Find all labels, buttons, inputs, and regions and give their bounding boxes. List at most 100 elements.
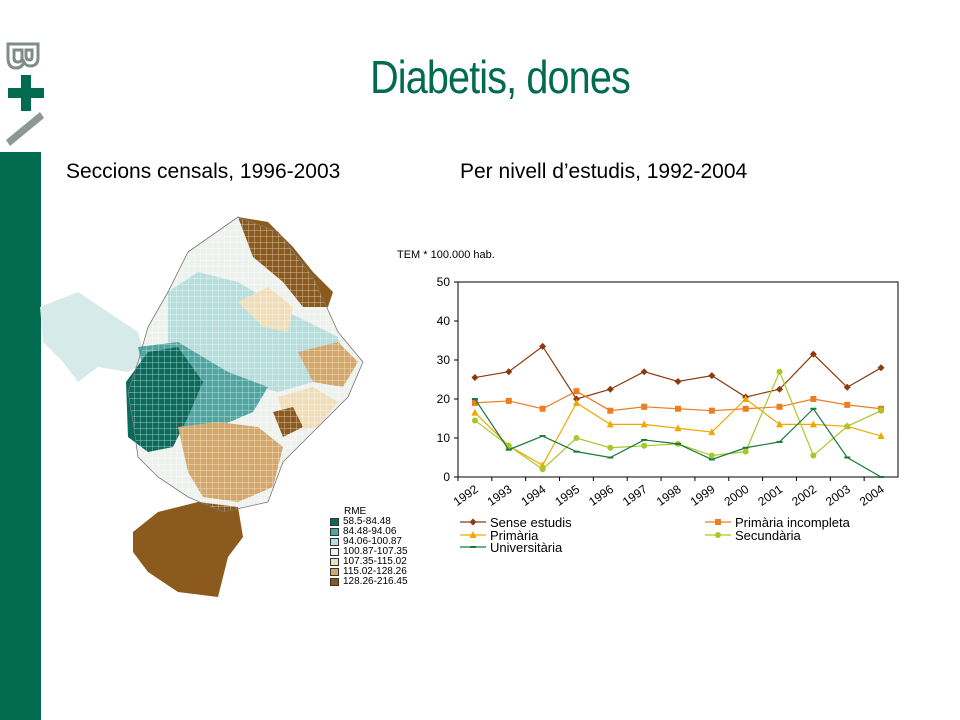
plot-frame	[457, 281, 899, 478]
y-tick-label: 40	[437, 314, 451, 328]
map-area-west	[40, 292, 146, 382]
x-tick-label: 1998	[654, 482, 684, 509]
map-legend-label: 58.5-84.48	[343, 516, 391, 527]
x-tick-label: 2001	[755, 482, 785, 509]
map-legend-item: 115.02-128.26	[330, 567, 408, 577]
data-point	[776, 440, 783, 443]
data-point	[675, 405, 681, 412]
brand-side-bar	[0, 152, 41, 720]
map-legend-swatch	[330, 518, 339, 526]
data-point	[810, 452, 817, 459]
data-point	[878, 476, 885, 478]
x-tick-label: 1996	[586, 482, 616, 509]
y-axis-label: TEM * 100.000 hab.	[397, 249, 495, 261]
map-legend-label: 84.48-94.06	[343, 526, 397, 537]
data-point	[471, 398, 478, 400]
legend-entry: Primària	[460, 528, 539, 543]
brand-logo-icon	[6, 42, 44, 146]
data-point	[471, 399, 478, 406]
data-point	[573, 450, 580, 453]
x-tick-label: 1994	[518, 482, 548, 509]
legend-label: Secundària	[735, 528, 802, 543]
map-legend-swatch	[330, 568, 339, 576]
data-point	[471, 408, 479, 416]
series-1	[471, 388, 885, 414]
x-tick-label: 2000	[722, 482, 752, 509]
map-legend-item: 84.48-94.06	[330, 527, 408, 537]
series-0	[471, 342, 885, 403]
census-sections-map	[40, 216, 364, 597]
legend-label: Sense estudis	[490, 515, 572, 530]
chart-subtitle: Per nivell d’estudis, 1992-2004	[460, 160, 748, 183]
legend-entry: Secundària	[705, 528, 802, 543]
page-title: Diabetis, dones	[370, 51, 631, 103]
data-point	[776, 385, 784, 393]
legend-marker	[715, 519, 721, 525]
legend-marker	[469, 531, 477, 538]
map-legend-label: 128.26-216.45	[343, 576, 408, 587]
x-tick-label: 1995	[552, 482, 582, 509]
x-tick-label: 2004	[857, 482, 887, 509]
data-point	[810, 407, 817, 410]
data-point	[809, 350, 817, 358]
y-tick-label: 50	[437, 275, 451, 289]
legend-marker	[470, 546, 476, 548]
map-legend-item: 94.06-100.87	[330, 537, 408, 547]
data-point	[776, 403, 783, 410]
legend-label: Primària	[490, 528, 539, 543]
data-point	[607, 456, 614, 459]
data-point	[877, 432, 885, 440]
data-point	[844, 401, 851, 408]
legend-entry: Primària incompleta	[705, 515, 851, 530]
map-legend-label: 107.35-115.02	[343, 556, 407, 567]
x-tick-label: 2002	[789, 482, 819, 509]
map-legend-item: 58.5-84.48	[330, 517, 408, 527]
data-point	[471, 417, 478, 424]
series-line	[474, 345, 882, 400]
y-tick-label: 30	[437, 353, 451, 367]
data-point	[708, 407, 715, 414]
legend-marker	[715, 532, 721, 538]
data-point	[844, 456, 851, 459]
map-legend-label: 115.02-128.26	[343, 566, 407, 577]
map-legend-swatch	[330, 548, 339, 556]
map-section-grid	[128, 217, 363, 512]
y-tick-label: 20	[437, 392, 451, 406]
data-point	[606, 420, 614, 428]
data-point	[641, 438, 648, 441]
map-legend-item: 107.35-115.02	[330, 557, 408, 567]
data-point	[640, 368, 648, 376]
data-point	[641, 442, 648, 449]
x-tick-label: 1997	[620, 482, 650, 509]
data-point	[878, 407, 885, 414]
map-legend-label: 100.87-107.35	[343, 546, 408, 557]
data-point	[573, 388, 580, 395]
map-legend-item: 100.87-107.35	[330, 547, 408, 557]
data-point	[539, 466, 546, 473]
map-legend-item: 128.26-216.45	[330, 577, 408, 587]
series-4	[471, 398, 885, 478]
map-legend-swatch	[330, 528, 339, 536]
data-point	[674, 424, 682, 432]
legend-label: Primària incompleta	[735, 515, 851, 530]
data-point	[708, 428, 716, 436]
data-point	[776, 420, 784, 428]
data-point	[573, 435, 580, 441]
data-point	[539, 405, 546, 412]
data-point	[843, 383, 851, 391]
data-point	[539, 342, 547, 350]
x-tick-label: 1999	[688, 482, 718, 509]
series-line	[474, 370, 882, 470]
legend-entry: Sense estudis	[460, 515, 572, 530]
data-point	[742, 395, 750, 402]
data-point	[641, 403, 648, 410]
data-point	[674, 377, 682, 385]
map-legend-swatch	[330, 558, 339, 566]
x-tick-label: 1993	[485, 482, 515, 509]
map-legend-title: RME	[344, 506, 367, 517]
y-tick-label: 0	[443, 470, 450, 484]
x-tick-label: 1992	[451, 482, 481, 509]
data-point	[708, 452, 715, 459]
data-point	[675, 442, 681, 445]
data-point	[606, 385, 614, 393]
